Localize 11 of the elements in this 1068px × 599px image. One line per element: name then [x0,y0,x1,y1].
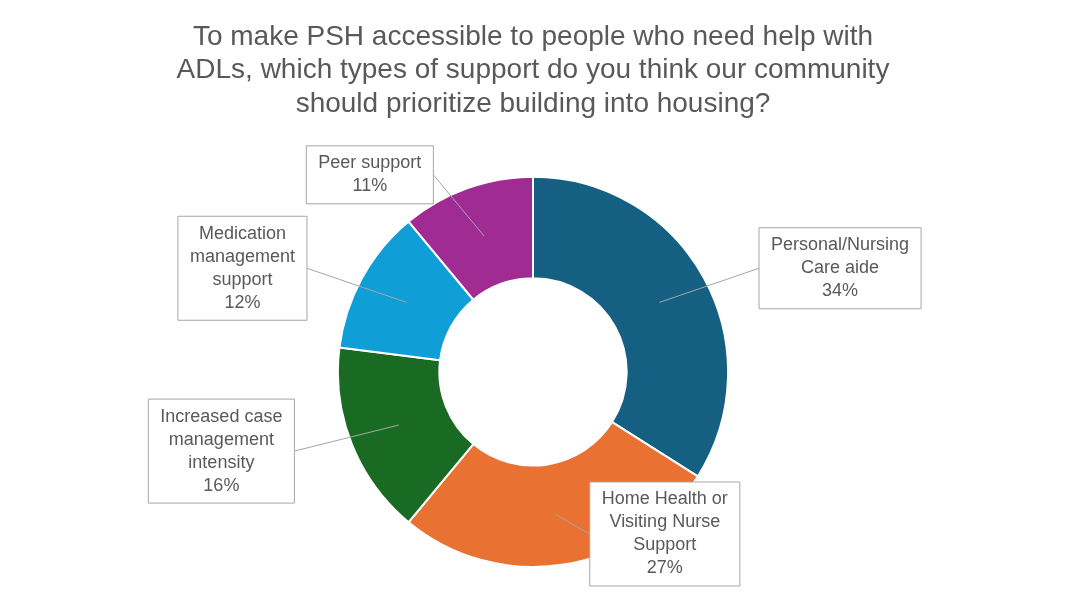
data-label: 16% [203,474,240,495]
slice-label: Personal/Nursing Care aide [771,234,910,278]
slice-label: Peer support [318,152,422,173]
data-label: 11% [352,175,388,196]
slice-label: Medication management support [189,222,295,289]
slice-label: Home Health or Visiting Nurse Support [601,488,728,555]
chart-title: To make PSH accessible to people who need help with ADLs, which types of support do you think our community should prioritize building into housing? [176,19,890,118]
data-label: 27% [646,557,683,578]
data-label: 34% [822,280,859,301]
data-label: 12% [224,291,261,312]
slice-label: Increased case management intensity [160,405,283,472]
